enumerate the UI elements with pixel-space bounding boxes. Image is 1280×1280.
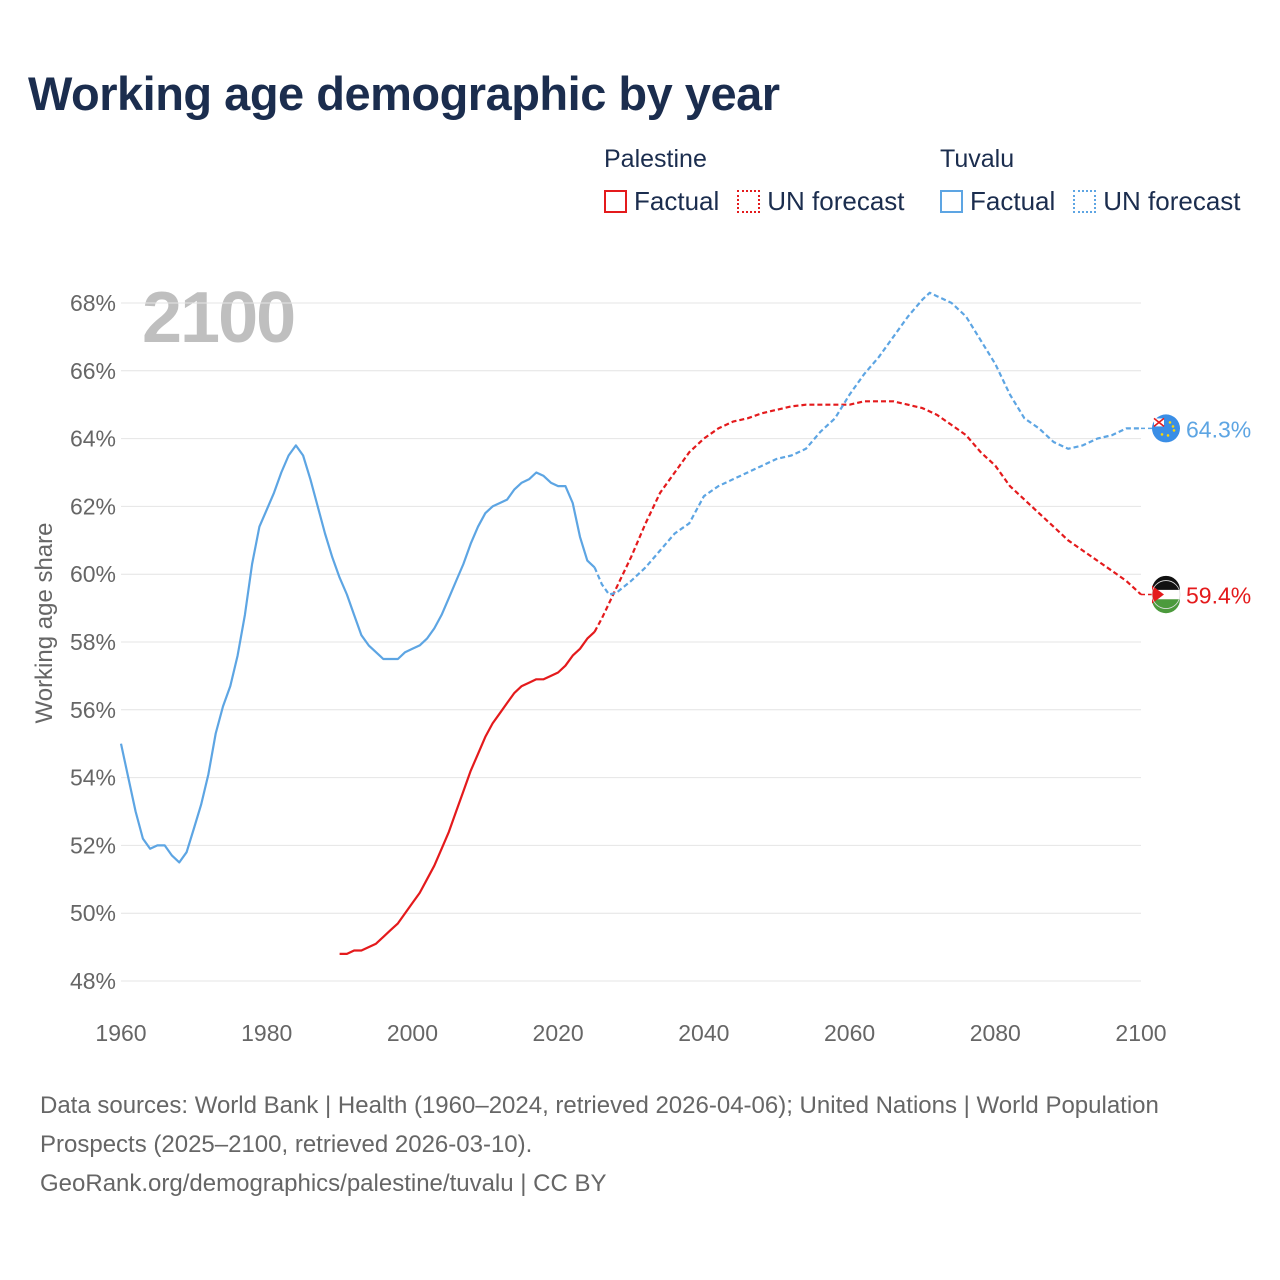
end-value-label-palestine: 59.4%: [1186, 583, 1251, 609]
legend-item-palestine-factual[interactable]: Factual: [604, 186, 719, 217]
legend-item-tuvalu-forecast[interactable]: UN forecast: [1073, 186, 1241, 217]
legend-group-palestine: Palestine Factual UN forecast: [604, 144, 923, 217]
legend-label: UN forecast: [1103, 186, 1241, 216]
data-sources: Data sources: World Bank | Health (1960–…: [40, 1092, 1159, 1158]
y-axis-ticks: 48% 50% 52% 54% 56% 58% 60% 62% 64% 66% 68%: [70, 290, 116, 994]
legend-item-palestine-forecast[interactable]: UN forecast: [737, 186, 905, 217]
legend-label: Factual: [970, 186, 1056, 216]
y-tick-label: 52%: [70, 832, 116, 858]
legend-group-name: Tuvalu: [940, 145, 1015, 173]
x-tick-label: 1960: [95, 1020, 146, 1046]
x-tick-label: 2080: [970, 1020, 1021, 1046]
year-watermark: 2100: [142, 278, 294, 358]
legend-label: UN forecast: [767, 186, 905, 216]
legend-swatch-dotted: [1073, 190, 1097, 213]
x-tick-label: 2000: [387, 1020, 438, 1046]
series-line-palestine-forecast: [593, 400, 1142, 633]
y-tick-label: 68%: [70, 290, 116, 316]
x-axis-ticks: 1960 1980 2000 2020 2040 2060 2080 2100: [95, 1020, 1166, 1046]
line-chart: 2100 48% 50% 52% 54% 56% 58% 60% 62% 64% 66% 68% 1…: [31, 278, 1251, 1046]
series-line-tuvalu-forecast: [593, 291, 1141, 596]
legend-group-name: Palestine: [604, 145, 707, 173]
palestine-flag-icon: [1151, 575, 1181, 614]
y-tick-label: 50%: [70, 900, 116, 926]
series-end-markers: 59.4% 64.3%: [1141, 414, 1251, 614]
legend-swatch-solid: [604, 190, 627, 213]
end-value-label-tuvalu: 64.3%: [1186, 416, 1251, 442]
series-lines: [119, 291, 1142, 955]
gridlines: [121, 302, 1141, 982]
legend-group-tuvalu: Tuvalu Factual UN forecast: [940, 144, 1259, 217]
tuvalu-flag-icon: [1152, 414, 1180, 443]
x-tick-label: 2100: [1115, 1020, 1166, 1046]
y-tick-label: 64%: [70, 426, 116, 452]
x-tick-label: 1980: [241, 1020, 292, 1046]
x-tick-label: 2060: [824, 1020, 875, 1046]
legend-swatch-solid: [940, 190, 963, 213]
y-tick-label: 58%: [70, 629, 116, 655]
legend-label: Factual: [634, 186, 720, 216]
series-line-tuvalu-factual: [119, 444, 596, 864]
y-tick-label: 62%: [70, 493, 116, 519]
y-tick-label: 66%: [70, 358, 116, 384]
legend-item-tuvalu-factual[interactable]: Factual: [940, 186, 1055, 217]
y-tick-label: 60%: [70, 561, 116, 587]
series-line-palestine-factual: [339, 630, 596, 955]
y-tick-label: 56%: [70, 697, 116, 723]
legend-swatch-dotted: [737, 190, 761, 213]
y-tick-label: 54%: [70, 765, 116, 791]
footer: Data sources: World Bank | Health (1960–…: [40, 1086, 1240, 1203]
y-tick-label: 48%: [70, 968, 116, 994]
y-axis-label: Working age share: [31, 523, 58, 724]
x-tick-label: 2020: [533, 1020, 584, 1046]
chart-title: Working age demographic by year: [28, 67, 780, 120]
attribution: GeoRank.org/demographics/palestine/tuval…: [40, 1170, 607, 1197]
x-tick-label: 2040: [678, 1020, 729, 1046]
